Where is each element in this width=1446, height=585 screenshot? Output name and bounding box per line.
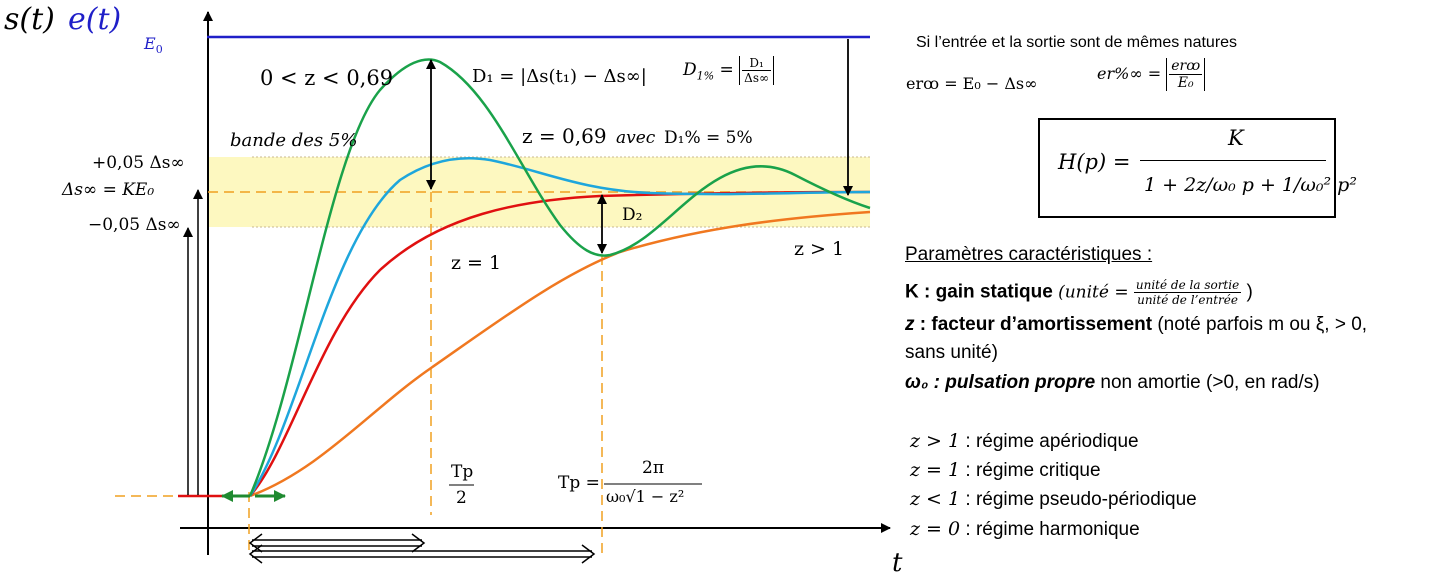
curve-z-069 bbox=[248, 156, 871, 497]
regime-2: z < 1 : régime pseudo-périodique bbox=[910, 488, 1197, 510]
plus-5-label: +0,05 Δs∞ bbox=[92, 153, 185, 173]
tp-half-num: Tp bbox=[451, 462, 474, 482]
tp-den: ω₀√1 − z² bbox=[606, 487, 685, 506]
z-lt-069-label: 0 < z < 0,69 bbox=[260, 66, 394, 90]
d1-percent-formula: D1% = D₁ Δs∞ bbox=[683, 56, 774, 85]
tp-half-den: 2 bbox=[456, 488, 467, 508]
param-z-2: sans unité) bbox=[905, 342, 998, 363]
params-title: Paramètres caractéristiques : bbox=[905, 244, 1153, 265]
curve-z-lt-069 bbox=[248, 58, 871, 497]
z-069-label: z = 0,69 bbox=[522, 124, 607, 148]
t-axis-label: t bbox=[892, 548, 903, 578]
d1-formula: D₁ = |Δs(t₁) − Δs∞| bbox=[472, 66, 647, 87]
output-label: s(t) bbox=[4, 2, 55, 37]
param-z: z : facteur d’amortissement (noté parfoi… bbox=[905, 314, 1368, 335]
tp-num: 2π bbox=[642, 458, 664, 478]
avec-label: avec bbox=[616, 128, 656, 148]
z-gt-1-label: z > 1 bbox=[794, 238, 845, 260]
input-label: e(t) bbox=[68, 2, 122, 37]
tf-den: 1 + 2z/ω₀ p + 1/ω₀² p² bbox=[1144, 174, 1357, 196]
tp-half-span-tail bbox=[248, 533, 263, 553]
same-nature-text: Si l’entrée et la sortie sont de mêmes n… bbox=[916, 34, 1238, 51]
avec-d-label: D₁% = 5% bbox=[664, 128, 753, 148]
E0-label: E0 bbox=[144, 34, 163, 57]
tp-left: Tp = bbox=[558, 473, 600, 493]
tf-left: H(p) = bbox=[1058, 150, 1131, 174]
regime-1: z = 1 : régime critique bbox=[910, 459, 1101, 481]
param-K: K : gain statique (unité = unité de la s… bbox=[905, 278, 1253, 307]
z-1-label: z = 1 bbox=[451, 252, 502, 274]
ds-inf-label: Δs∞ = KE₀ bbox=[62, 180, 155, 200]
tp-span-head bbox=[581, 544, 596, 564]
transfer-function-box: H(p) = K 1 + 2z/ω₀ p + 1/ω₀² p² bbox=[1038, 118, 1357, 218]
minus-5-label: −0,05 Δs∞ bbox=[88, 215, 181, 235]
er-pct-formula: er%∞ = erꝏ E₀ bbox=[1097, 58, 1206, 91]
band-label: bande des 5% bbox=[230, 130, 358, 151]
tf-num: K bbox=[1228, 126, 1244, 150]
curve-z-1 bbox=[249, 190, 871, 497]
curve-z-gt-1 bbox=[249, 210, 871, 498]
regime-0: z > 1 : régime apériodique bbox=[910, 430, 1139, 452]
d2-label: D₂ bbox=[622, 205, 643, 225]
regime-3: z = 0 : régime harmonique bbox=[910, 518, 1140, 540]
er-inf-formula: erꝏ = E₀ − Δs∞ bbox=[906, 74, 1038, 93]
param-w0: ω₀ : pulsation propre non amortie (>0, e… bbox=[905, 372, 1320, 393]
tp-half-span-head bbox=[411, 533, 426, 553]
tf-bar bbox=[1140, 160, 1326, 161]
tp-span-tail bbox=[248, 544, 263, 564]
